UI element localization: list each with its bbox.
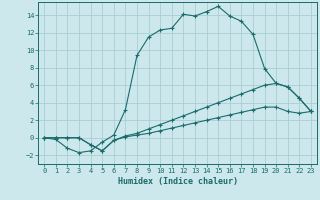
X-axis label: Humidex (Indice chaleur): Humidex (Indice chaleur) xyxy=(118,177,238,186)
